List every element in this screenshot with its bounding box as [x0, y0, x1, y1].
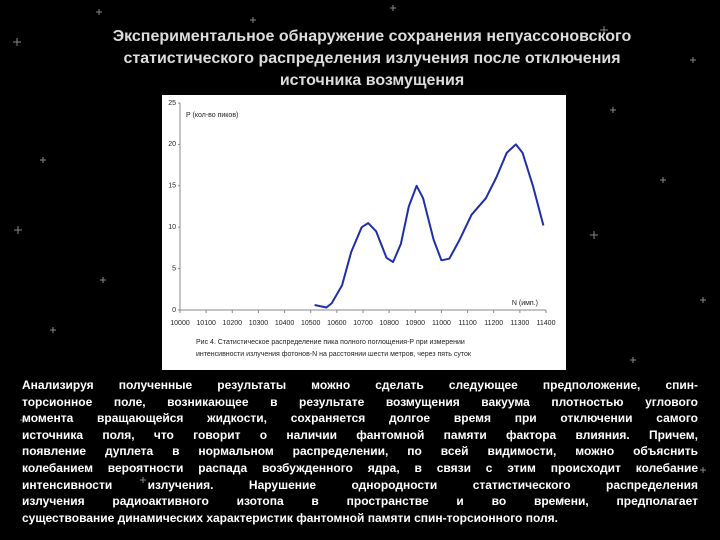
body-line: появление дуплета в нормальном распредел… — [22, 444, 698, 459]
title-line: Экспериментальное обнаружение сохранения… — [112, 28, 632, 45]
x-tick-label: 11200 — [484, 320, 503, 327]
y-tick-label: 5 — [172, 265, 176, 272]
title: Экспериментальное обнаружение сохранения… — [20, 26, 720, 92]
data-line — [314, 143, 545, 309]
y-tick-label: 10 — [168, 224, 176, 231]
caption-line: интенсивности излучения фотонов-N на рас… — [196, 351, 472, 358]
x-tick-label: 10300 — [249, 320, 269, 327]
title-line: статистического распределения излучения … — [123, 50, 621, 67]
body-text: Анализируя полученные результаты можно с… — [22, 377, 698, 526]
chart: 0 5 10 15 20 25 10000 10100 10200 10300 10400 10500… — [168, 100, 556, 358]
x-tick-label: 10200 — [223, 320, 243, 327]
y-tick-label: 20 — [168, 141, 176, 148]
caption-line: Рис 4. Статистическое распределение пика… — [196, 339, 465, 346]
chart-image: 0 5 10 15 20 25 10000 10100 10200 10300 10400 10500… — [162, 95, 566, 370]
y-tick-label: 25 — [168, 100, 176, 107]
x-tick-label: 10800 — [379, 320, 399, 327]
body-line: торсионное поле, возникающее в результат… — [22, 394, 698, 409]
x-tick-label: 10900 — [406, 320, 426, 327]
x-tick-label: 11100 — [458, 320, 477, 327]
x-tick-label: 11300 — [510, 320, 529, 327]
x-tick-label: 11000 — [432, 320, 451, 327]
x-tick-label: 10400 — [275, 320, 295, 327]
x-tick-label: 10100 — [196, 320, 216, 327]
y-axis-label: P (кол-во пиков) — [186, 112, 238, 119]
title-line: источника возмущения — [279, 72, 465, 89]
y-tick-label: 0 — [172, 307, 176, 314]
x-tick-label: 10500 — [301, 320, 321, 327]
x-tick-label: 10600 — [327, 320, 347, 327]
body-line: излучения радиоактивного изотопа в прост… — [22, 494, 698, 509]
body-line: существование динамических характеристик… — [22, 510, 558, 525]
x-tick-label: 10000 — [170, 320, 190, 327]
y-tick-label: 15 — [168, 183, 176, 190]
body-line: источника поля, что говорит о наличии фа… — [22, 427, 698, 442]
body-line: колебанием вероятности распада возбужден… — [22, 460, 698, 475]
x-axis-label: N (имп.) — [512, 300, 538, 307]
body-line: Анализируя полученные результаты можно с… — [22, 378, 698, 392]
x-tick-label: 11400 — [537, 320, 556, 327]
body-line: интенсивности излучения. Нарушение однор… — [22, 477, 698, 492]
x-tick-label: 10700 — [353, 320, 373, 327]
body-line: момента вращающейся жидкости, сохраняетс… — [22, 411, 698, 426]
